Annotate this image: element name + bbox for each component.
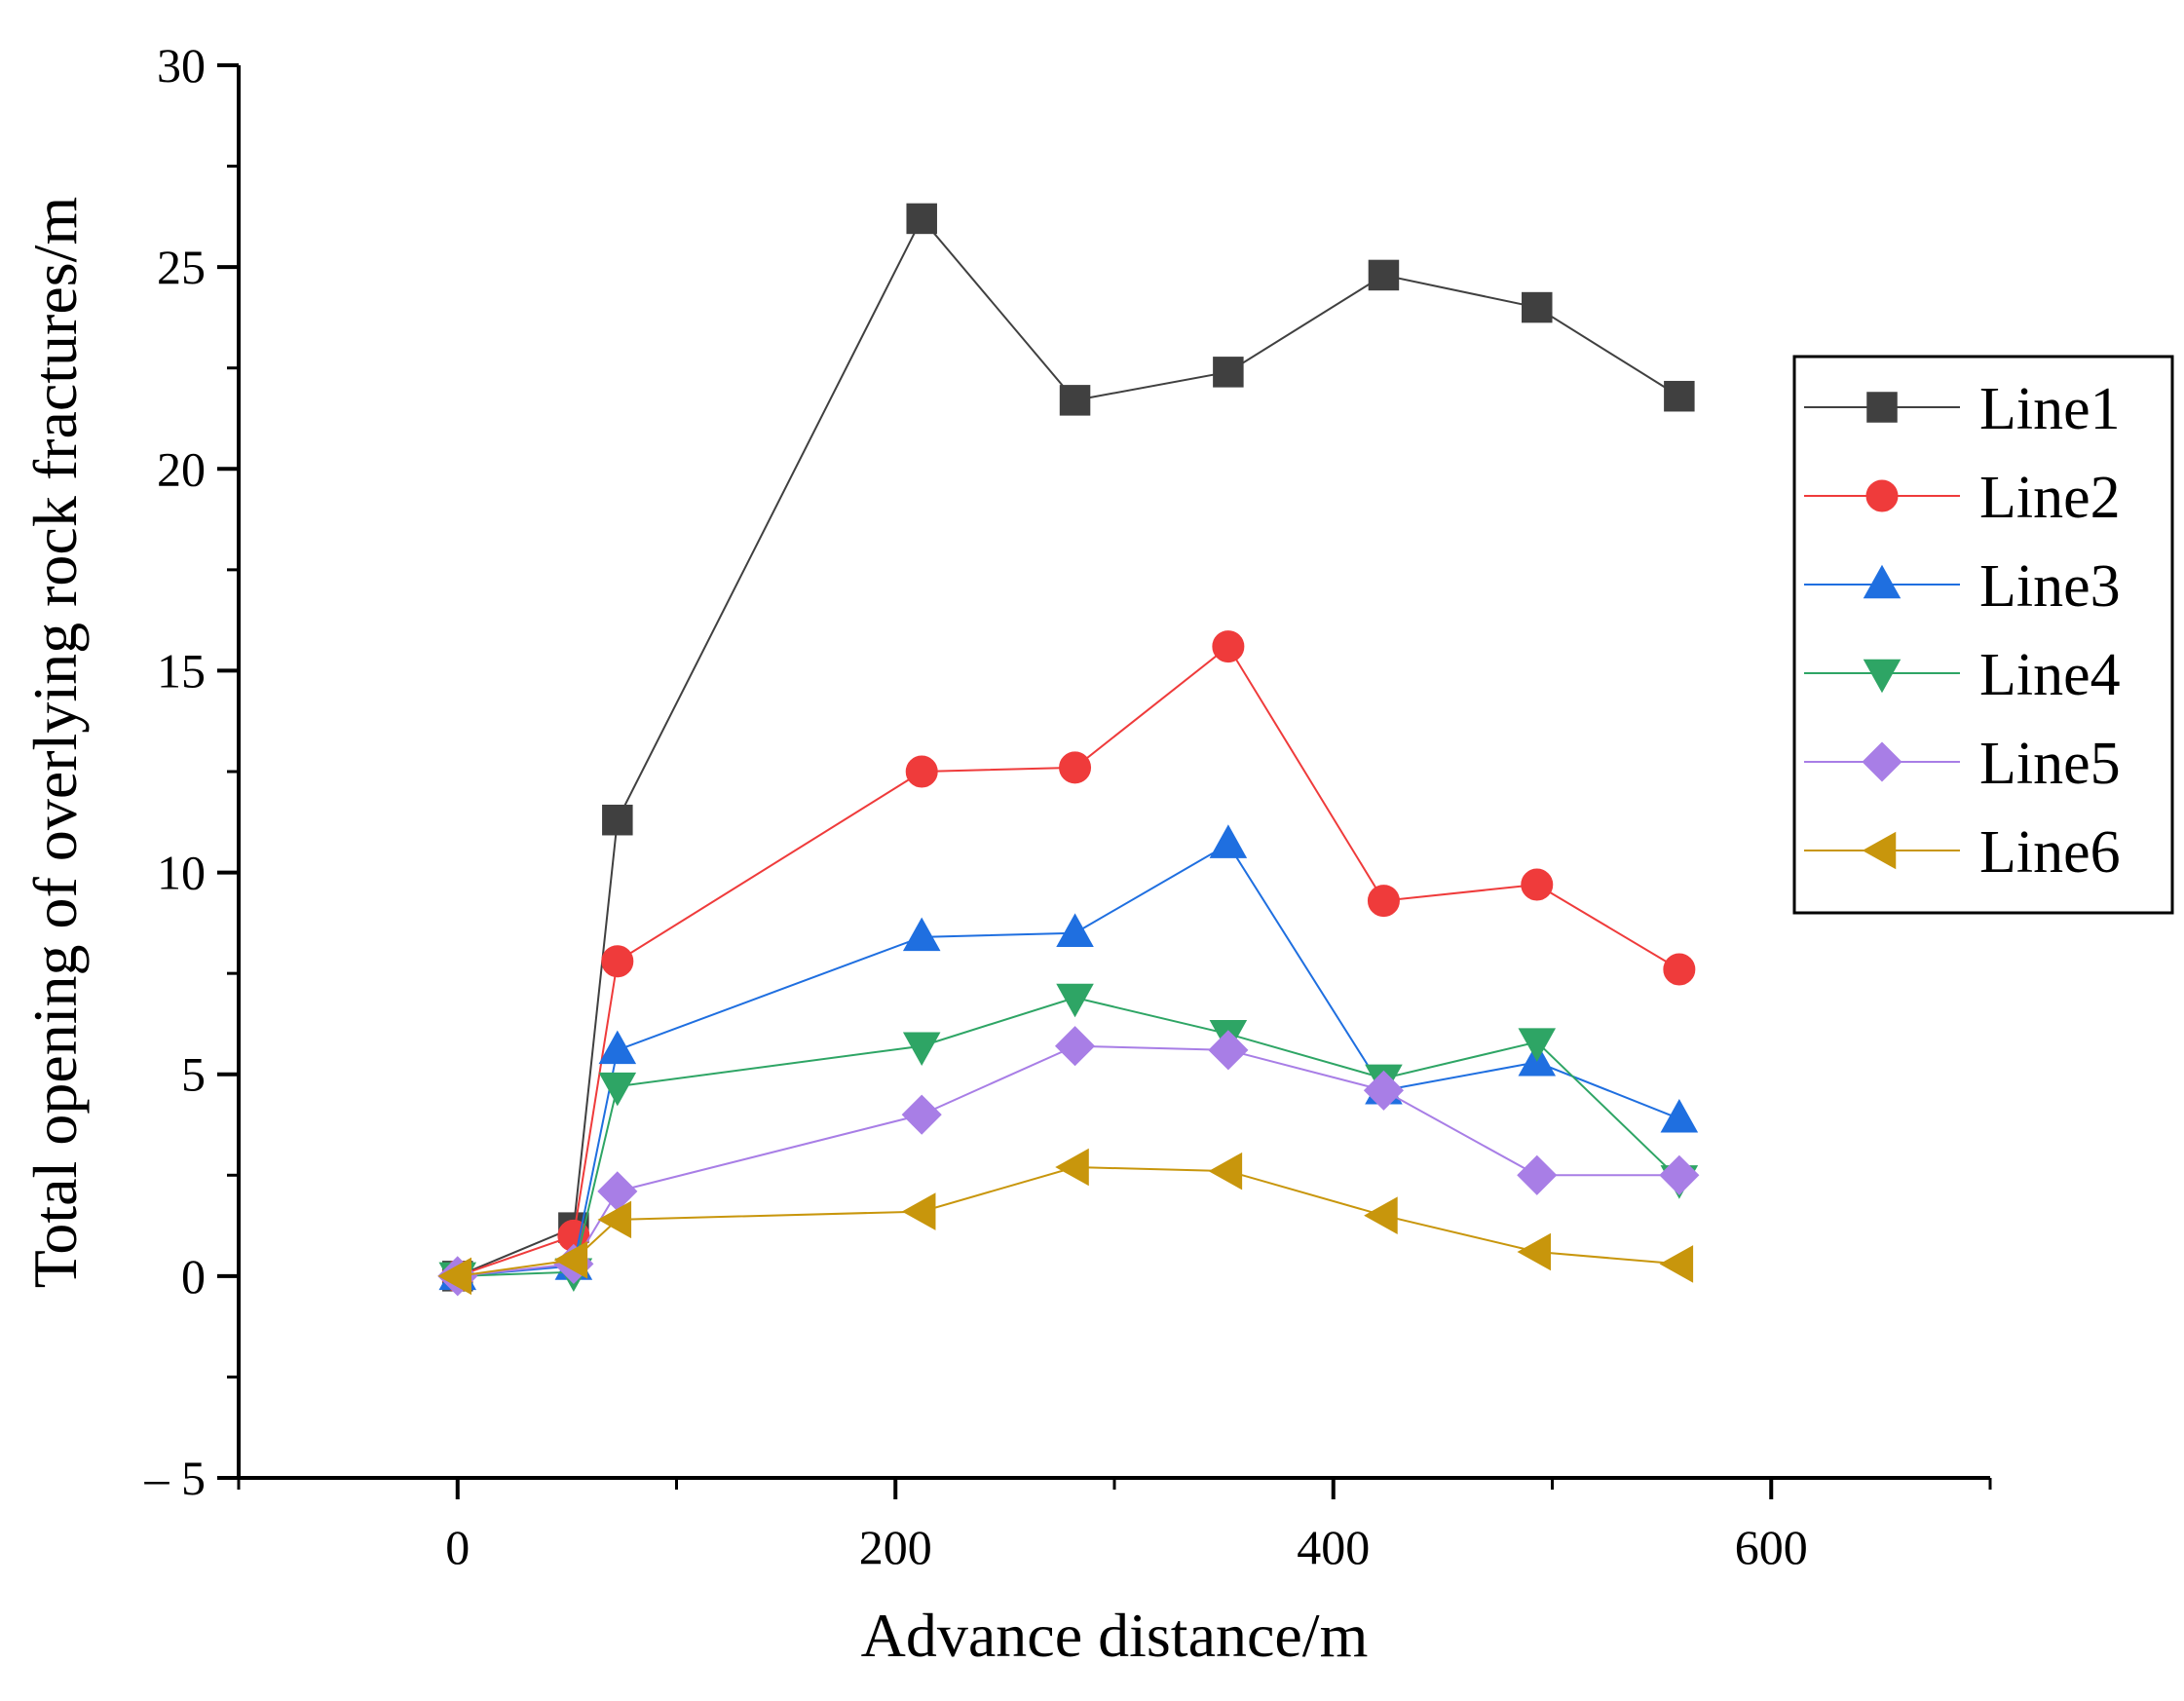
data-point xyxy=(597,1200,632,1239)
y-tick-label: 10 xyxy=(157,846,206,900)
data-point xyxy=(602,804,633,836)
data-point xyxy=(902,1032,941,1067)
data-point xyxy=(901,1192,936,1230)
data-point xyxy=(598,1030,637,1065)
series-line xyxy=(457,1165,1679,1277)
x-tick-label: 400 xyxy=(1297,1520,1370,1574)
x-axis-title: Advance distance/m xyxy=(861,1601,1369,1670)
data-point xyxy=(1367,885,1400,918)
data-point xyxy=(1659,1154,1700,1195)
data-point xyxy=(598,1072,637,1107)
series-line6 xyxy=(437,1148,1694,1296)
data-point xyxy=(1517,1154,1558,1195)
data-point xyxy=(1663,953,1696,986)
data-point xyxy=(1522,291,1553,323)
data-point xyxy=(901,1094,942,1135)
data-point xyxy=(1660,1098,1699,1133)
series-line1 xyxy=(442,203,1695,1292)
data-point xyxy=(1363,1070,1405,1111)
y-axis-title: Total opening of overlying rock fracture… xyxy=(20,197,90,1289)
series-line xyxy=(457,645,1680,1277)
x-tick-label: 0 xyxy=(445,1520,470,1574)
data-point xyxy=(1213,357,1244,388)
y-tick-label: 20 xyxy=(157,441,206,496)
legend-marker xyxy=(1863,564,1902,599)
legend-item: Line1 xyxy=(1804,376,2121,442)
legend-marker xyxy=(1862,741,1902,782)
data-point xyxy=(1056,913,1094,947)
y-tick-label: 30 xyxy=(157,38,206,93)
x-tick-label: 200 xyxy=(859,1520,932,1574)
series-line4 xyxy=(438,983,1699,1297)
data-point xyxy=(601,945,634,978)
axes: – 5 0 5 10 15 20 25 30 0 200 400 600 Advance distanc… xyxy=(20,38,1992,1670)
data-point xyxy=(906,203,937,235)
legend-item: Line3 xyxy=(1804,553,2121,620)
data-point xyxy=(553,1241,588,1279)
legend-marker xyxy=(1863,659,1902,694)
data-point xyxy=(1054,1026,1096,1067)
legend-item: Line4 xyxy=(1804,642,2121,708)
series-layer xyxy=(437,203,1700,1297)
data-point xyxy=(1059,385,1091,416)
data-point xyxy=(1055,1148,1089,1187)
data-point xyxy=(1208,1152,1243,1191)
legend-label: Line2 xyxy=(1979,465,2121,531)
data-point xyxy=(1208,1030,1249,1071)
y-tick-label: 5 xyxy=(181,1047,206,1102)
data-point xyxy=(1517,1232,1552,1271)
y-tick-label: 15 xyxy=(157,643,206,698)
legend-item: Line2 xyxy=(1804,465,2121,531)
series-line xyxy=(457,843,1680,1277)
legend-marker xyxy=(1866,392,1898,423)
series-line xyxy=(457,216,1680,1277)
legend-label: Line6 xyxy=(1979,819,2121,886)
legend-label: Line4 xyxy=(1979,642,2121,708)
data-point xyxy=(1364,1196,1398,1234)
y-tick-label: 25 xyxy=(157,240,206,294)
data-point xyxy=(1659,1245,1694,1283)
legend-label: Line1 xyxy=(1979,376,2121,442)
data-point xyxy=(902,917,941,952)
data-point xyxy=(437,1257,471,1296)
data-point xyxy=(1212,630,1245,663)
legend-label: Line3 xyxy=(1979,553,2121,620)
data-point xyxy=(1518,1028,1557,1062)
data-point xyxy=(1368,259,1400,291)
legend-marker xyxy=(1865,479,1899,512)
legend-box xyxy=(1792,355,2174,915)
x-tick-label: 600 xyxy=(1735,1520,1808,1574)
data-point xyxy=(1664,380,1695,412)
y-tick-label: 0 xyxy=(181,1249,206,1304)
data-point xyxy=(1521,868,1554,901)
y-tick-label: – 5 xyxy=(144,1451,207,1505)
legend-label: Line5 xyxy=(1979,731,2121,797)
legend-item: Line5 xyxy=(1804,731,2121,797)
data-point xyxy=(905,755,938,788)
legend-marker xyxy=(1862,831,1897,870)
data-point xyxy=(1056,983,1094,1018)
legend: Line1 Line2 Line3 Line4 Line5 Line6 xyxy=(1792,355,2174,915)
data-point xyxy=(1209,824,1248,858)
legend-item: Line6 xyxy=(1804,819,2121,886)
data-point xyxy=(1059,751,1092,784)
